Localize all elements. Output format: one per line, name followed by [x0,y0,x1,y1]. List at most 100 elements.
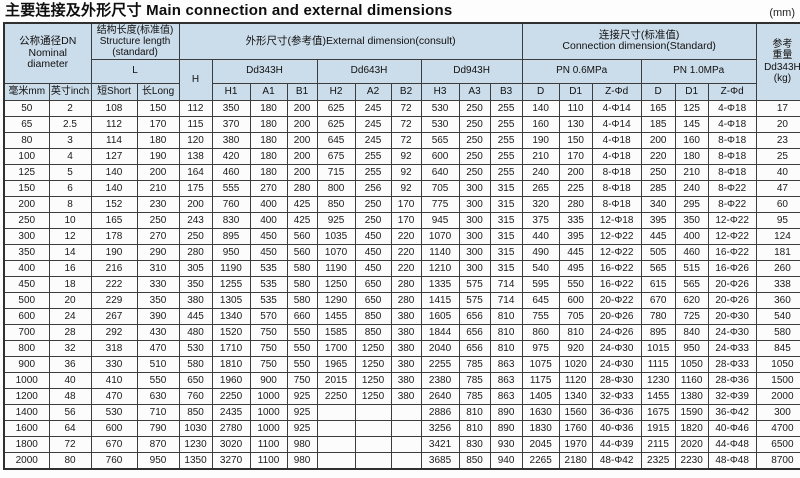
cell: 170 [136,115,180,133]
cell: 2435 [211,403,251,421]
cell: 555 [211,179,251,197]
cell: 1915 [640,419,676,437]
cell: 1630 [521,403,560,421]
cell: 164 [178,163,213,181]
cell: 1115 [640,355,676,373]
cell: 10 [48,211,92,229]
cell: 48-Φ48 [707,451,757,469]
cell: 230 [136,195,180,213]
cell: 18 [48,275,92,293]
cell: 95 [755,211,800,229]
cell: 470 [136,339,180,357]
header-d1-10: D1 [674,82,709,101]
table-row: 1200 48 470 630 760 2250 1000 925 2250 1250 380 264… [3,387,800,405]
cell: 725 [674,307,709,325]
table-row: 2000 80 760 950 1350 3270 1100 980 3685 850 940 226… [3,451,800,469]
cell: 580 [286,275,318,293]
table-row: 1600 64 600 790 1030 2780 1000 925 3256 810 890 183… [3,419,800,437]
cell: 12-Φ18 [591,211,642,229]
cell: 2020 [674,435,709,453]
cell: 229 [90,291,138,309]
cell: 850 [354,307,392,325]
cell: 380 [390,339,422,357]
cell: 565 [420,131,460,149]
cell: 1965 [316,355,356,373]
cell: 24-Φ30 [707,323,757,341]
cell: 810 [458,403,491,421]
cell: 28-Φ33 [707,355,757,373]
cell: 280 [390,275,422,293]
cell: 925 [316,211,356,229]
cell: 290 [136,243,180,261]
cell: 2780 [211,419,251,437]
cell: 165 [640,99,676,117]
cell: 185 [640,115,676,133]
cell: 190 [136,147,180,165]
table-row: 700 28 292 430 480 1520 750 550 1585 850 380 1844 65… [3,323,800,341]
cell: 1015 [640,339,676,357]
cell: 1140 [420,243,460,261]
cell: 64 [48,419,92,437]
cell: 255 [354,147,392,165]
cell: 580 [755,323,800,341]
cell: 400 [249,195,288,213]
cell: 1455 [316,307,356,325]
cell: 210 [521,147,560,165]
cell: 1590 [674,403,709,421]
cell: 470 [90,387,138,405]
cell: 785 [458,371,491,389]
cell: 1250 [316,275,356,293]
cell: 245 [354,131,392,149]
cell: 1335 [420,275,460,293]
cell: 250 [458,115,491,133]
header-a1: A1 [249,82,288,101]
header-b3: B3 [489,82,523,101]
cell: 2250 [316,387,356,405]
cell: 755 [521,307,560,325]
cell: 20-Φ22 [591,291,642,309]
cell: 4-Φ18 [591,131,642,149]
cell: 350 [674,211,709,229]
cell: 625 [316,115,356,133]
cell: 450 [249,243,288,261]
cell: 575 [458,275,491,293]
cell: 112 [178,99,213,117]
cell: 1000 [249,403,288,421]
cell: 315 [489,243,523,261]
cell: 595 [521,275,560,293]
cell: 925 [286,419,318,437]
header-pn-06mpa: PN 0.6MPa [521,58,642,84]
header-nominal-diameter: 公称通径DN Nominal diameter [3,22,92,84]
cell: 300 [458,179,491,197]
cell: 72 [390,115,422,133]
cell: 28-Φ30 [591,371,642,389]
cell [354,403,392,421]
cell: 1830 [521,419,560,437]
cell: 1250 [354,371,392,389]
cell: 220 [640,147,676,165]
header-h1: H1 [211,82,251,101]
cell: 92 [390,179,422,197]
cell: 380 [390,355,422,373]
cell: 14 [48,243,92,261]
cell: 1585 [316,323,356,341]
header-dd943h: Dd943H [420,58,523,84]
cell: 715 [316,163,356,181]
cell: 200 [286,115,318,133]
cell: 16-Φ22 [707,243,757,261]
cell: 3270 [211,451,251,469]
cell: 44-Φ48 [707,435,757,453]
cell: 12 [48,227,92,245]
cell: 810 [558,323,593,341]
cell: 1700 [316,339,356,357]
cell: 125 [3,163,50,181]
cell: 250 [640,163,676,181]
cell: 560 [286,243,318,261]
cell: 930 [489,435,523,453]
cell: 1075 [521,355,560,373]
cell: 550 [286,339,318,357]
cell: 785 [458,387,491,405]
cell: 450 [354,243,392,261]
cell: 1250 [354,355,392,373]
cell: 6500 [755,435,800,453]
